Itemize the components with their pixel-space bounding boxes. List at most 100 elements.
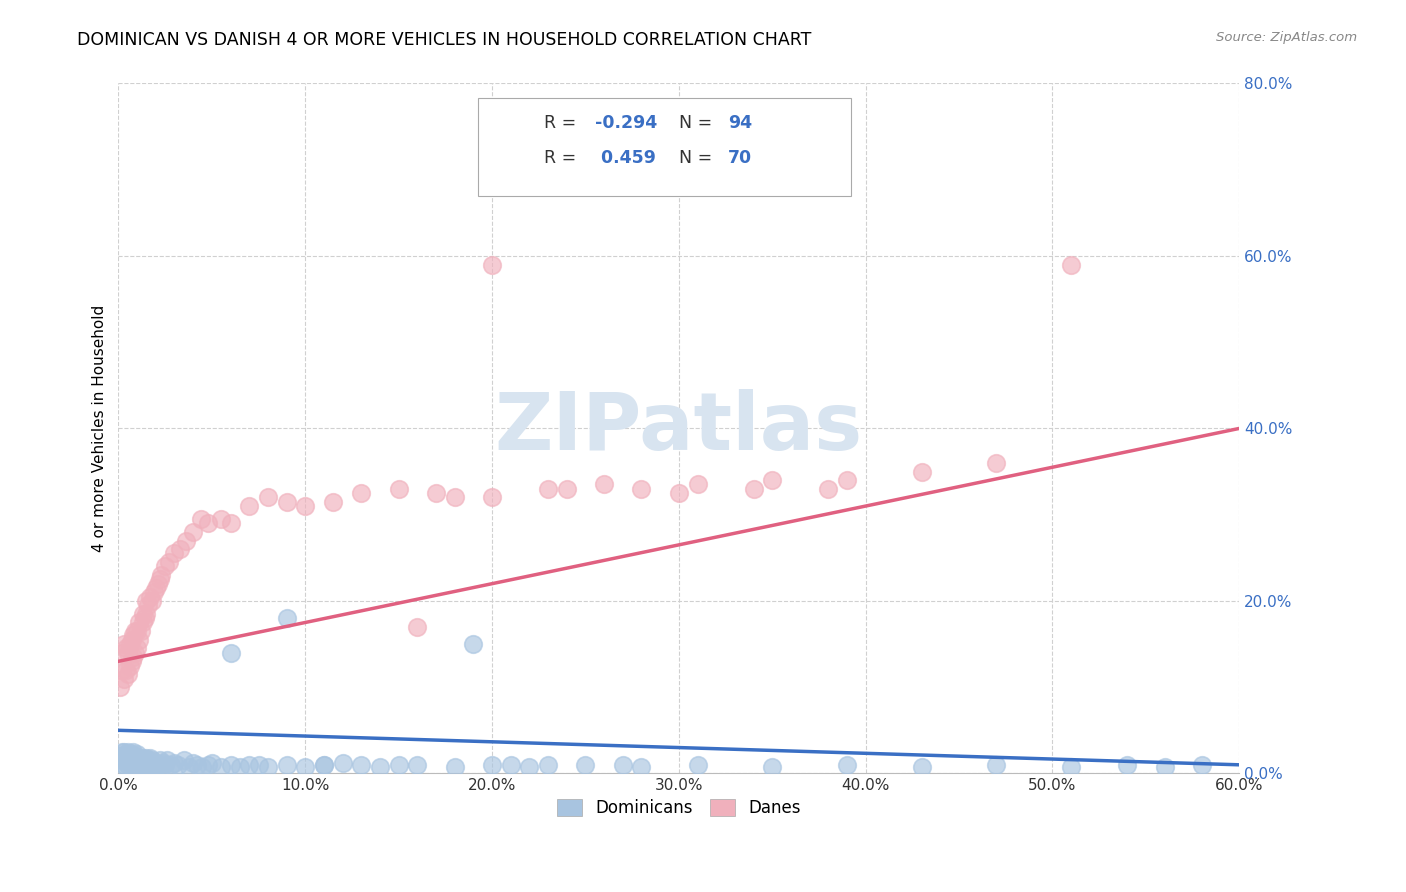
- Point: [129, 624, 152, 639]
- Point: [835, 757, 858, 772]
- Point: [167, 757, 190, 772]
- Point: [190, 512, 212, 526]
- Point: [911, 465, 934, 479]
- Point: [238, 757, 260, 772]
- Point: [1060, 258, 1083, 272]
- Point: [156, 754, 179, 768]
- Point: [761, 473, 783, 487]
- Point: [115, 747, 138, 762]
- Point: [121, 759, 143, 773]
- Point: [146, 576, 169, 591]
- Point: [142, 757, 165, 772]
- Point: [257, 491, 280, 505]
- Point: [115, 759, 138, 773]
- Point: [132, 615, 155, 630]
- Point: [219, 516, 242, 531]
- Point: [127, 759, 149, 773]
- Point: [209, 759, 232, 773]
- Point: [350, 486, 373, 500]
- Point: [181, 524, 204, 539]
- Point: [1153, 759, 1175, 773]
- Text: N =: N =: [679, 113, 718, 131]
- Point: [112, 751, 135, 765]
- Point: [209, 512, 232, 526]
- Point: [122, 628, 145, 642]
- Point: [911, 759, 934, 773]
- Point: [519, 759, 541, 773]
- Point: [135, 607, 157, 621]
- Point: [111, 754, 134, 768]
- Point: [537, 482, 560, 496]
- Point: [112, 757, 135, 772]
- Point: [191, 759, 214, 773]
- Point: [986, 757, 1008, 772]
- Point: [115, 663, 138, 677]
- Point: [686, 477, 709, 491]
- Point: [186, 757, 208, 772]
- Point: [163, 547, 186, 561]
- Point: [181, 756, 204, 770]
- Point: [197, 757, 219, 772]
- Point: [121, 654, 143, 668]
- Point: [110, 749, 132, 764]
- Point: [122, 650, 145, 665]
- Point: [201, 756, 224, 770]
- Point: [135, 594, 157, 608]
- Point: [141, 759, 163, 773]
- Point: [761, 759, 783, 773]
- Y-axis label: 4 or more Vehicles in Household: 4 or more Vehicles in Household: [93, 305, 107, 552]
- Point: [150, 759, 173, 773]
- Point: [112, 637, 135, 651]
- Point: [111, 646, 134, 660]
- Point: [115, 754, 138, 768]
- Point: [425, 486, 447, 500]
- Point: [159, 757, 181, 772]
- Point: [139, 757, 162, 772]
- Point: [139, 590, 162, 604]
- Point: [145, 756, 167, 770]
- Point: [127, 754, 149, 768]
- Point: [134, 754, 156, 768]
- Point: [174, 533, 197, 548]
- Point: [111, 663, 134, 677]
- Legend: Dominicans, Danes: Dominicans, Danes: [551, 792, 807, 823]
- Point: [112, 672, 135, 686]
- Point: [179, 759, 201, 773]
- Point: [122, 751, 145, 765]
- Point: [148, 754, 170, 768]
- Point: [117, 745, 139, 759]
- Point: [257, 759, 280, 773]
- Point: [135, 757, 157, 772]
- Point: [574, 757, 596, 772]
- Point: [136, 754, 159, 768]
- Text: -0.294: -0.294: [595, 113, 657, 131]
- Point: [312, 757, 335, 772]
- Text: DOMINICAN VS DANISH 4 OR MORE VEHICLES IN HOUSEHOLD CORRELATION CHART: DOMINICAN VS DANISH 4 OR MORE VEHICLES I…: [77, 31, 811, 49]
- Point: [132, 751, 155, 765]
- Point: [443, 491, 465, 505]
- Point: [124, 756, 146, 770]
- Point: [406, 757, 429, 772]
- Text: 94: 94: [728, 113, 752, 131]
- Point: [276, 494, 298, 508]
- Text: R =: R =: [544, 113, 582, 131]
- Point: [612, 757, 634, 772]
- Point: [148, 573, 170, 587]
- Point: [332, 756, 354, 770]
- Point: [112, 745, 135, 759]
- Point: [124, 624, 146, 639]
- Point: [115, 641, 138, 656]
- Point: [742, 482, 765, 496]
- Point: [1191, 757, 1213, 772]
- Text: N =: N =: [679, 149, 718, 167]
- Point: [129, 754, 152, 768]
- Point: [134, 611, 156, 625]
- Point: [443, 759, 465, 773]
- Point: [1116, 757, 1139, 772]
- Point: [124, 646, 146, 660]
- Point: [150, 568, 173, 582]
- Point: [312, 757, 335, 772]
- Text: R =: R =: [544, 149, 582, 167]
- Point: [153, 757, 176, 772]
- Point: [219, 646, 242, 660]
